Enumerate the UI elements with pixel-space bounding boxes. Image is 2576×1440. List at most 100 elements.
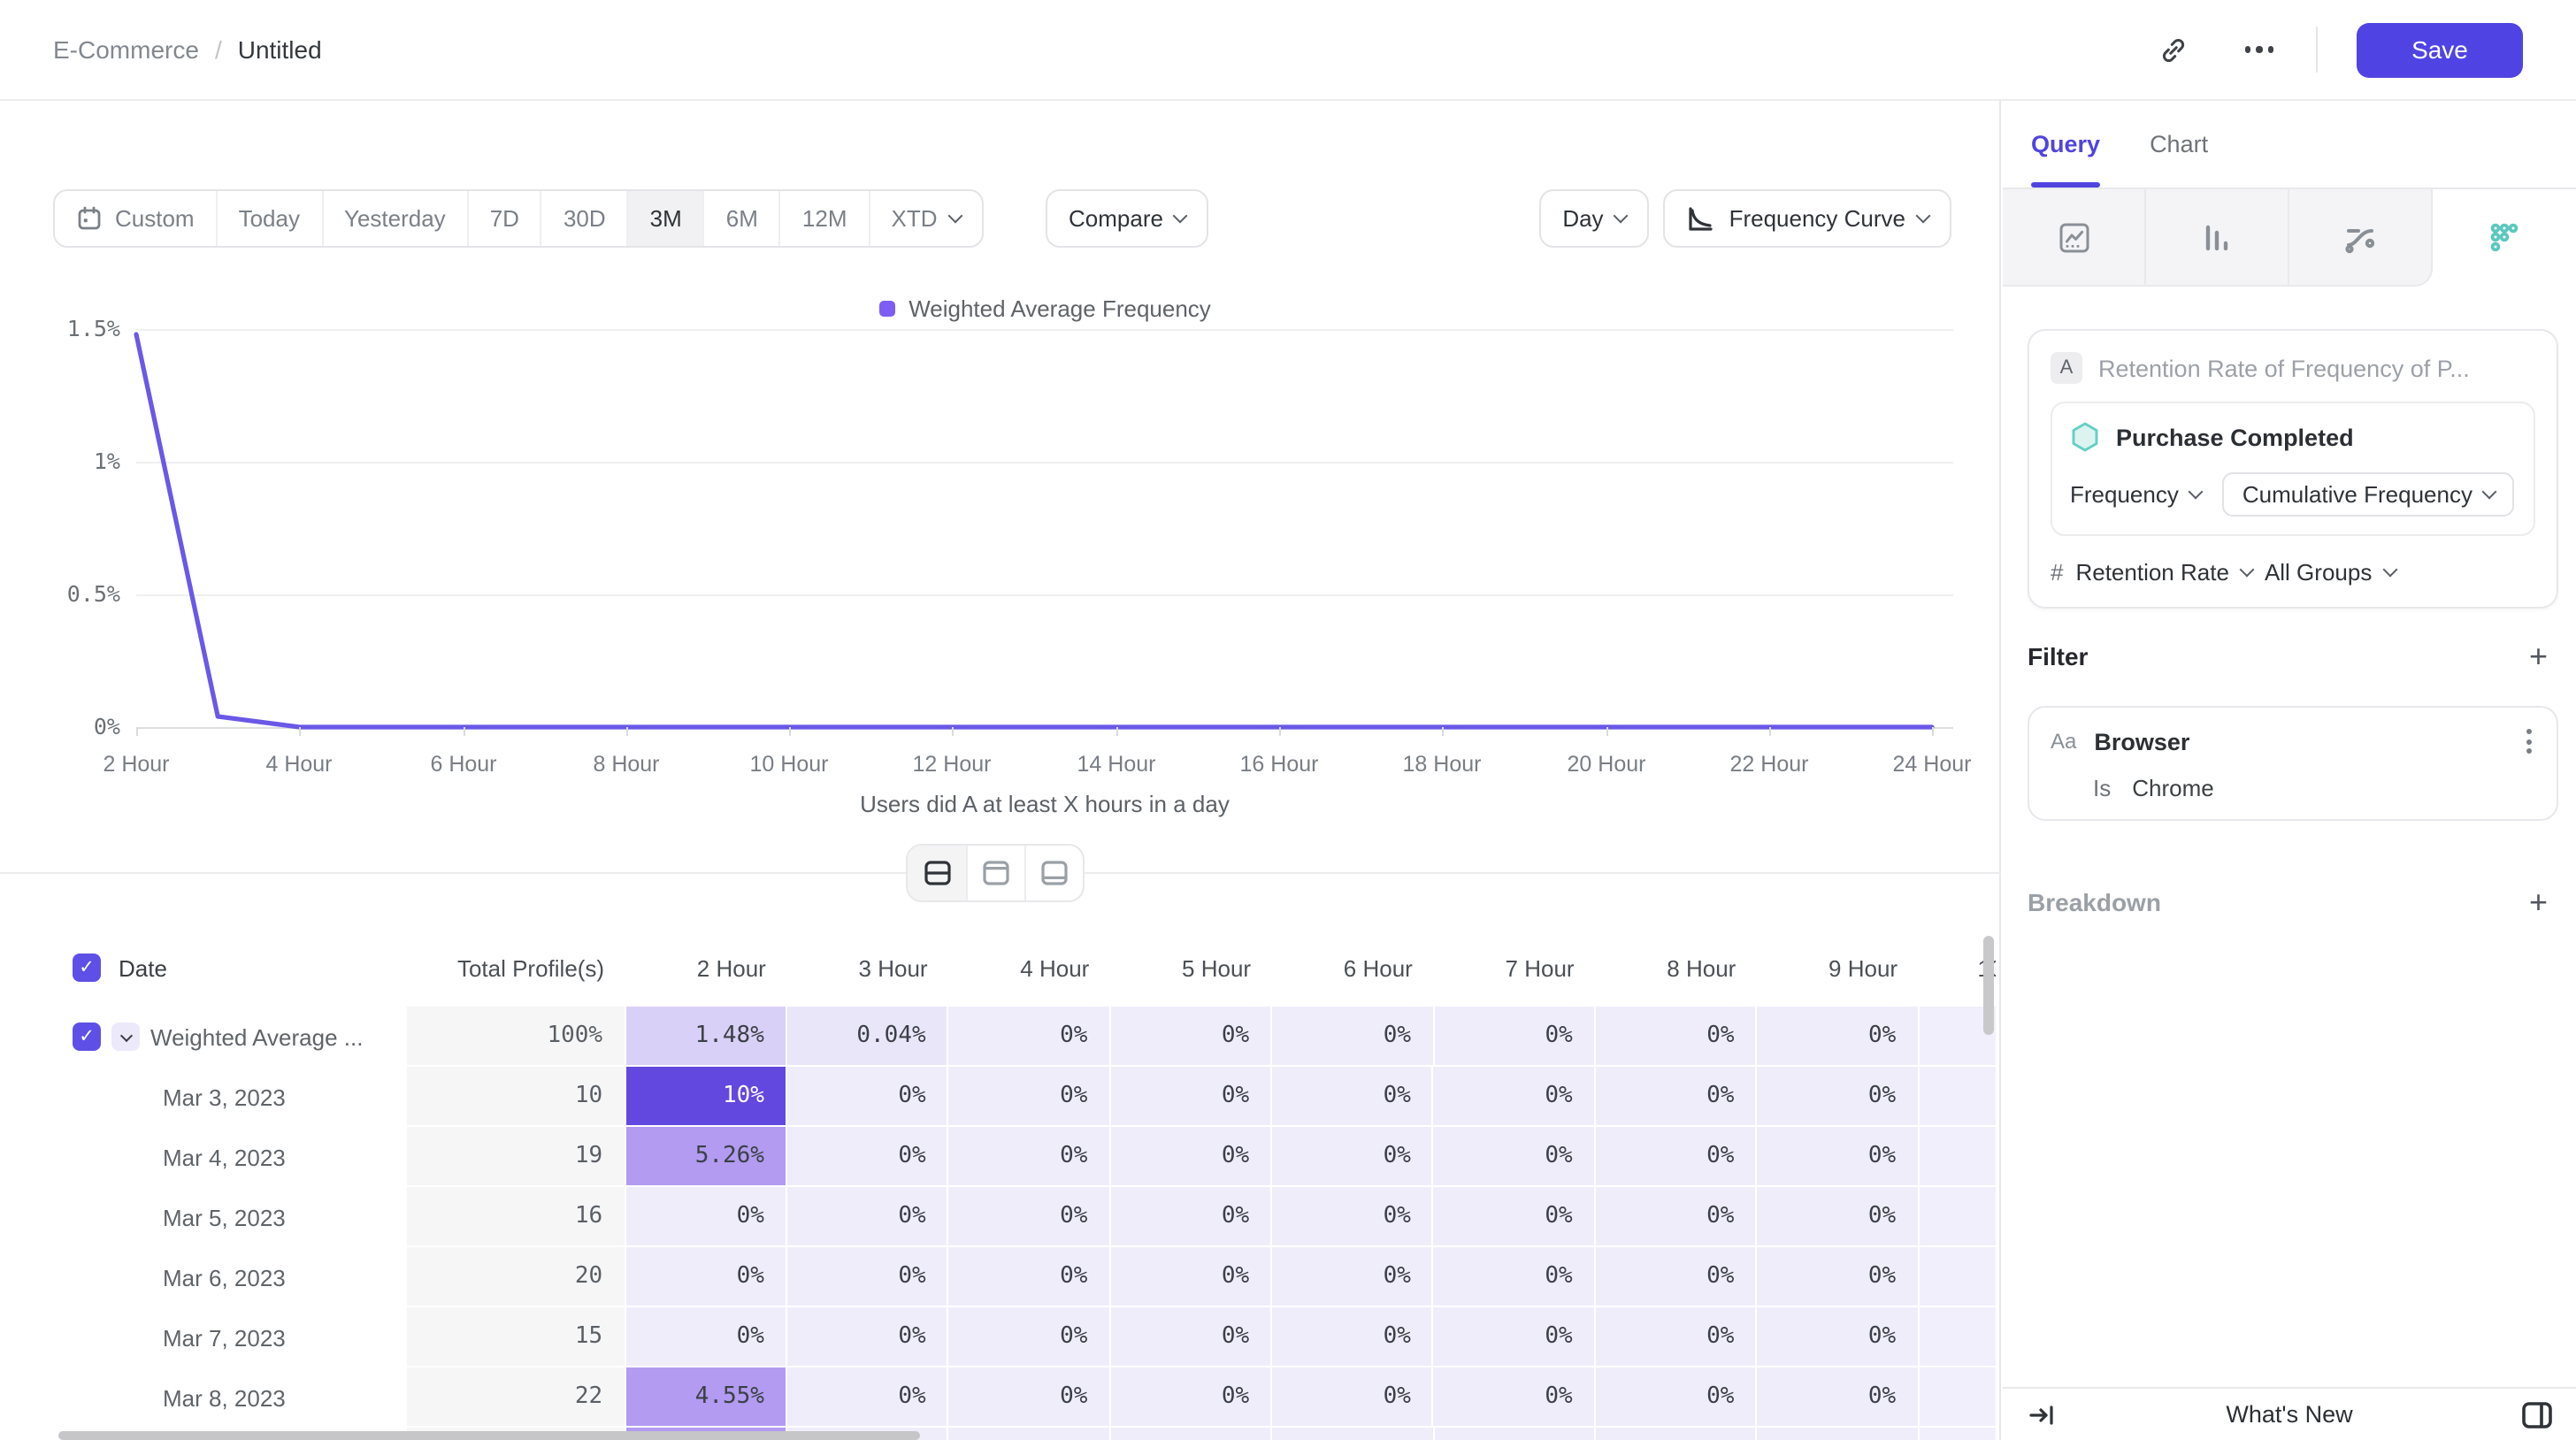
total-cell: 22 (406, 1367, 626, 1428)
add-breakdown-button[interactable]: + (2528, 885, 2548, 920)
save-button[interactable]: Save (2357, 22, 2523, 77)
tab-query[interactable]: Query (2031, 101, 2101, 188)
add-filter-button[interactable]: + (2528, 639, 2548, 674)
query-title[interactable]: Retention Rate of Frequency of P... (2098, 355, 2470, 381)
value-cell: 0% (1757, 1067, 1920, 1127)
range-yesterday[interactable]: Yesterday (321, 191, 467, 246)
layout-panel-bottom-icon[interactable] (1024, 846, 1083, 900)
col-header-5h: 5 Hour (1110, 954, 1273, 981)
granularity-button[interactable]: Day (1539, 189, 1650, 248)
value-cell: 0% (786, 1307, 949, 1367)
value-cell: 0% (948, 1127, 1111, 1187)
split-panel-icon[interactable] (2512, 1390, 2562, 1439)
value-cell: 0% (948, 1067, 1111, 1127)
y-tick-label: 1% (93, 448, 120, 474)
gridline (136, 462, 1953, 463)
range-today[interactable]: Today (215, 191, 321, 246)
table-row: Mar 5, 2023 16 0% 0% 0% 0% 0% 0% 0% 0% (53, 1187, 1996, 1247)
value-cell: 0% (1595, 1247, 1758, 1307)
table-vertical-scrollbar[interactable] (1983, 936, 1994, 1035)
main-panel: Custom Today Yesterday 7D 30D 3M 6M 12M … (0, 101, 2001, 1440)
breadcrumb-current[interactable]: Untitled (237, 35, 322, 64)
more-options-icon[interactable] (2244, 46, 2273, 53)
chevron-down-icon (947, 208, 962, 224)
table-row: Mar 3, 2023 10 10% 0% 0% 0% 0% 0% 0% 0% (53, 1067, 1996, 1127)
number-type-icon: # (2051, 559, 2064, 586)
value-cell: 0% (1757, 1307, 1920, 1367)
tab-chart[interactable]: Chart (2150, 131, 2209, 157)
layout-split-horizontal-icon[interactable] (908, 846, 966, 900)
total-cell: 10 (406, 1067, 626, 1127)
value-cell: 0.04% (786, 1007, 949, 1067)
value-cell: 0% (1272, 1247, 1434, 1307)
value-cell: 0% (948, 1247, 1111, 1307)
x-tick-label: 2 Hour (103, 752, 170, 777)
copy-link-icon[interactable] (2149, 25, 2198, 74)
expand-row-button[interactable] (111, 1023, 140, 1051)
range-custom[interactable]: Custom (55, 191, 216, 246)
whats-new-link[interactable]: What's New (2226, 1401, 2353, 1428)
total-cell: 15 (406, 1307, 626, 1367)
legend-swatch (878, 301, 895, 317)
series-title-row: A Retention Rate of Frequency of P... (2051, 352, 2535, 384)
value-cell: 10% (625, 1067, 787, 1127)
y-tick-label: 1.5% (66, 315, 120, 341)
value-cell: 0% (1110, 1247, 1273, 1307)
range-7d[interactable]: 7D (466, 191, 540, 246)
funnels-bars-icon[interactable] (2146, 189, 2289, 287)
filter-property-row[interactable]: Aa Browser (2051, 725, 2535, 757)
row-label: Mar 8, 2023 (163, 1384, 286, 1411)
top-actions: Save (2149, 22, 2523, 77)
chart-toolbar: Custom Today Yesterday 7D 30D 3M 6M 12M … (53, 189, 1951, 248)
range-3m[interactable]: 3M (626, 191, 703, 246)
collapse-sidebar-icon[interactable] (2017, 1390, 2066, 1439)
value-cell: 0% (1757, 1187, 1920, 1247)
value-cell (1919, 1367, 1996, 1428)
frequency-line-chart (134, 332, 1935, 730)
breadcrumb-parent[interactable]: E-Commerce (53, 35, 199, 64)
event-label: Purchase Completed (2116, 424, 2354, 450)
event-row[interactable]: Purchase Completed (2070, 421, 2516, 453)
filter-operator[interactable]: Is (2093, 775, 2112, 801)
range-12m[interactable]: 12M (778, 191, 869, 246)
layout-panel-top-icon[interactable] (966, 846, 1024, 900)
row-checkbox[interactable]: ✓ (73, 1023, 101, 1051)
header-divider (2316, 27, 2318, 73)
value-cell (1919, 1187, 1996, 1247)
col-header-9h: 9 Hour (1757, 954, 1920, 981)
value-cell: 0% (1433, 1067, 1596, 1127)
value-cell: 0% (1272, 1367, 1434, 1428)
chart-style-button[interactable]: Frequency Curve (1663, 189, 1951, 248)
groups-dropdown[interactable]: All Groups (2265, 559, 2397, 586)
horizontal-scrollbar[interactable] (58, 1431, 920, 1440)
chevron-down-icon (2381, 562, 2397, 578)
col-header-total: Total Profile(s) (406, 954, 626, 981)
y-tick-label: 0.5% (66, 580, 120, 607)
value-cell: 0% (1272, 1067, 1434, 1127)
chart-legend[interactable]: Weighted Average Frequency (136, 295, 1953, 322)
select-all-checkbox[interactable]: ✓ (73, 954, 101, 982)
range-xtd-label: XTD (891, 205, 938, 232)
total-cell: 19 (406, 1127, 626, 1187)
range-xtd[interactable]: XTD (868, 191, 982, 246)
retention-rate-dropdown[interactable]: Retention Rate (2075, 559, 2255, 586)
range-30d[interactable]: 30D (540, 191, 627, 246)
value-cell: 4.55% (625, 1367, 787, 1428)
x-tick-label: 10 Hour (749, 752, 829, 777)
filter-value[interactable]: Chrome (2132, 775, 2214, 801)
compare-button[interactable]: Compare (1046, 189, 1209, 248)
value-cell: 0% (786, 1127, 949, 1187)
chevron-down-icon (2482, 484, 2498, 500)
value-cell: 0% (948, 1007, 1111, 1067)
insights-chart-icon[interactable] (2003, 189, 2146, 287)
hexagon-icon (2072, 422, 2098, 452)
cumulative-frequency-dropdown[interactable]: Cumulative Frequency (2222, 472, 2515, 517)
filter-menu-icon[interactable] (2523, 725, 2535, 757)
series-badge: A (2051, 352, 2082, 384)
flows-icon[interactable] (2289, 189, 2433, 287)
frequency-dropdown[interactable]: Frequency (2070, 481, 2204, 508)
retention-dots-icon[interactable] (2433, 189, 2576, 287)
range-6m[interactable]: 6M (702, 191, 779, 246)
chevron-down-icon (1173, 208, 1189, 224)
value-cell: 0% (1757, 1367, 1920, 1428)
